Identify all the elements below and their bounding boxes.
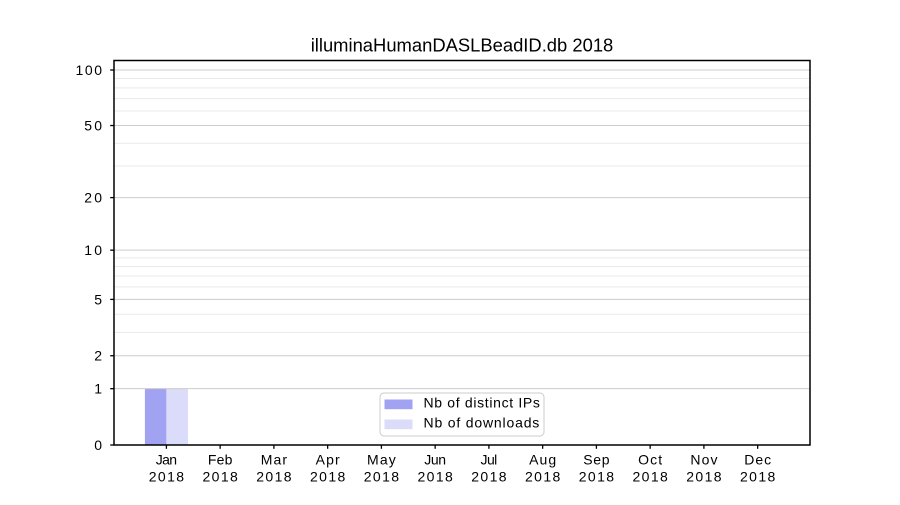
svg-text:Sep: Sep <box>583 452 609 468</box>
svg-text:Oct: Oct <box>638 452 662 468</box>
svg-text:20: 20 <box>84 189 102 205</box>
svg-text:2018: 2018 <box>310 469 346 485</box>
svg-text:5: 5 <box>94 291 102 307</box>
svg-text:10: 10 <box>84 242 102 258</box>
svg-text:Dec: Dec <box>744 452 771 468</box>
svg-text:0: 0 <box>94 437 102 453</box>
svg-text:2018: 2018 <box>633 469 669 485</box>
svg-text:2018: 2018 <box>256 469 292 485</box>
svg-text:Jan: Jan <box>156 452 177 468</box>
svg-text:2018: 2018 <box>471 469 507 485</box>
svg-text:2018: 2018 <box>418 469 454 485</box>
svg-text:Aug: Aug <box>529 452 556 468</box>
svg-text:Mar: Mar <box>261 452 288 468</box>
svg-text:Feb: Feb <box>208 452 233 468</box>
svg-text:Nb of downloads: Nb of downloads <box>424 415 540 431</box>
svg-text:Jul: Jul <box>481 452 498 468</box>
svg-text:Nov: Nov <box>690 452 717 468</box>
svg-text:2018: 2018 <box>579 469 615 485</box>
svg-text:1: 1 <box>94 381 102 397</box>
svg-text:Jun: Jun <box>424 452 446 468</box>
svg-text:Nb of distinct IPs: Nb of distinct IPs <box>424 395 540 411</box>
svg-text:Apr: Apr <box>316 452 340 468</box>
svg-text:50: 50 <box>84 117 102 133</box>
svg-text:May: May <box>367 452 396 468</box>
svg-text:100: 100 <box>76 62 103 78</box>
svg-text:2018: 2018 <box>525 469 561 485</box>
svg-text:2018: 2018 <box>364 469 400 485</box>
svg-text:illuminaHumanDASLBeadID.db 201: illuminaHumanDASLBeadID.db 2018 <box>311 35 614 56</box>
svg-text:2018: 2018 <box>686 469 722 485</box>
svg-text:2018: 2018 <box>149 469 185 485</box>
svg-text:2: 2 <box>94 348 102 364</box>
svg-text:2018: 2018 <box>203 469 239 485</box>
svg-text:2018: 2018 <box>740 469 776 485</box>
